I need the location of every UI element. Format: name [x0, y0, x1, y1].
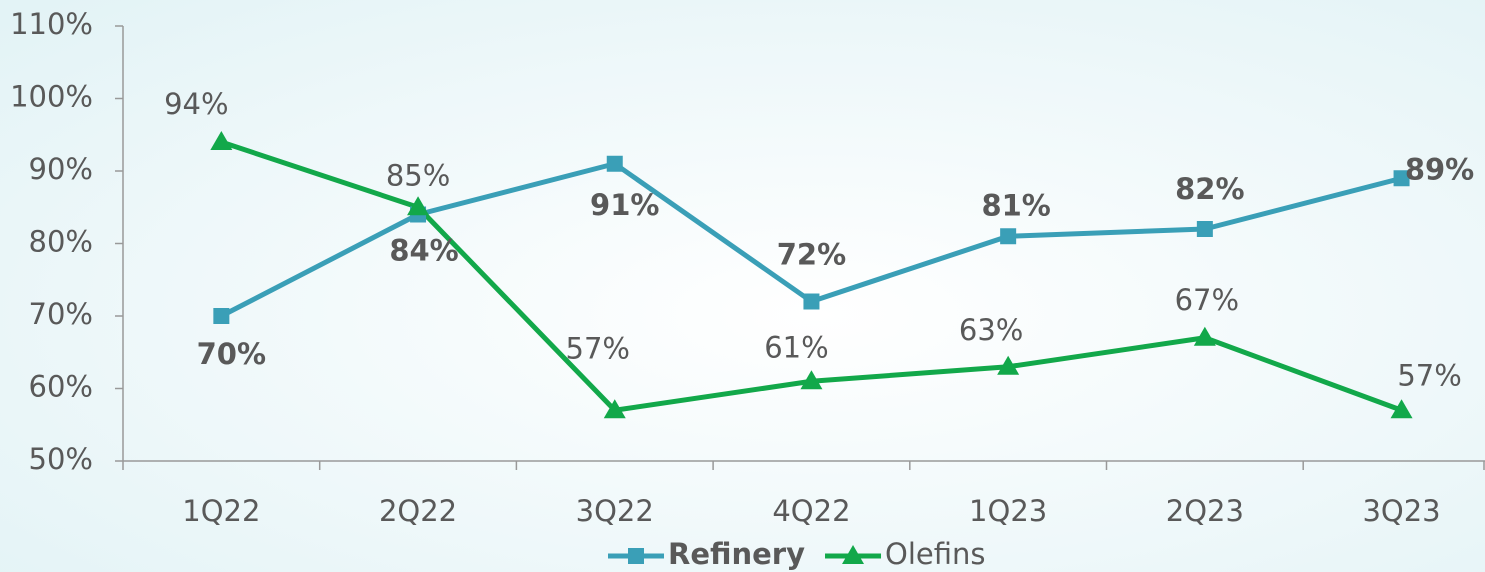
data-label: 70% [197, 337, 266, 371]
data-label: 57% [566, 331, 630, 365]
data-label: 89% [1405, 152, 1474, 186]
y-tick-label: 60% [29, 370, 93, 404]
x-tick-label: 1Q23 [969, 494, 1047, 528]
marker [1393, 170, 1410, 187]
data-label: 61% [764, 330, 828, 364]
marker [997, 355, 1020, 375]
y-tick-label: 70% [29, 297, 93, 331]
legend-label: Refinery [668, 537, 805, 571]
legend-label: Olefins [885, 537, 985, 571]
marker [407, 196, 430, 216]
marker [628, 548, 644, 564]
data-label: 85% [386, 158, 450, 192]
y-tick-label: 50% [29, 442, 93, 476]
y-tick-label: 100% [10, 80, 93, 114]
marker [1193, 326, 1216, 346]
data-label: 94% [164, 87, 228, 121]
data-label: 57% [1397, 358, 1461, 392]
x-tick-label: 3Q23 [1362, 494, 1440, 528]
marker [1196, 221, 1213, 237]
y-tick-label: 90% [29, 152, 93, 186]
marker [842, 545, 865, 564]
marker [800, 370, 823, 390]
marker [603, 399, 626, 419]
x-tick-label: 1Q22 [182, 494, 260, 528]
data-label: 63% [959, 313, 1023, 347]
data-label: 84% [389, 234, 458, 268]
x-tick-label: 2Q22 [379, 494, 457, 528]
marker [1390, 399, 1413, 419]
data-label: 81% [981, 188, 1050, 222]
x-tick-label: 2Q23 [1166, 494, 1244, 528]
x-tick-label: 4Q22 [772, 494, 850, 528]
marker [213, 308, 230, 324]
data-label: 67% [1175, 283, 1239, 317]
y-tick-label: 110% [10, 7, 93, 41]
marker [606, 155, 623, 172]
marker [1000, 228, 1017, 245]
x-tick-label: 3Q22 [576, 494, 654, 528]
marker [210, 131, 233, 150]
marker [803, 293, 820, 310]
y-tick-label: 80% [29, 225, 93, 259]
data-label: 82% [1175, 172, 1244, 206]
data-label: 91% [590, 188, 659, 222]
data-label: 72% [777, 238, 846, 272]
